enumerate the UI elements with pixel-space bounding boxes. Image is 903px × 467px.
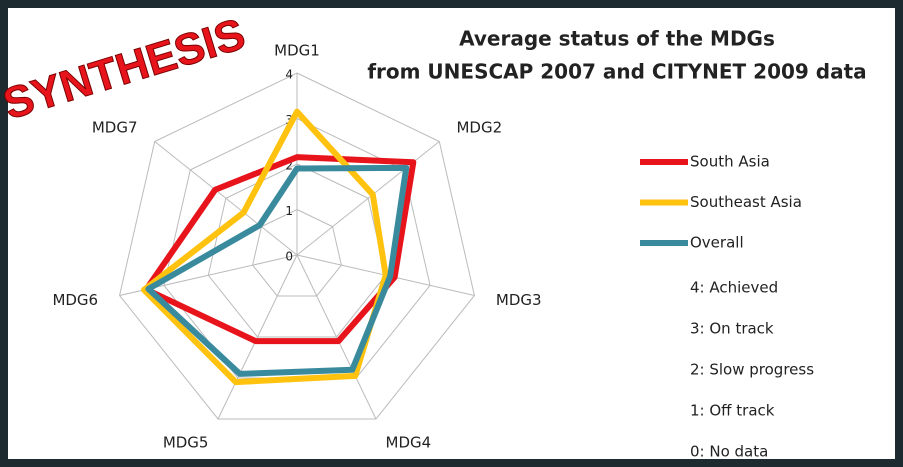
grid-ring	[252, 208, 342, 297]
r-tick-label: 4	[285, 68, 293, 82]
series-line	[140, 108, 389, 386]
axis-spoke	[154, 141, 298, 256]
axis-label: MDG3	[496, 291, 542, 309]
r-tick-label: 0	[285, 250, 293, 264]
axis-label: MDG5	[163, 433, 209, 451]
r-tick-label: 1	[285, 204, 293, 218]
legend-label: Southeast Asia	[690, 193, 802, 211]
legend-note: 0: No data	[690, 443, 768, 461]
legend-note: 3: On track	[690, 320, 774, 338]
axis-label: MDG1	[274, 42, 320, 60]
axis-spoke	[217, 254, 298, 420]
chart-title: from UNESCAP 2007 and CITYNET 2009 data	[367, 60, 866, 84]
r-tick-label: 2	[285, 159, 293, 173]
axis-label: MDG6	[52, 291, 98, 309]
panel	[8, 8, 895, 459]
grid-ring	[119, 72, 475, 420]
legend-note: 4: Achieved	[690, 279, 778, 297]
series-line	[145, 164, 410, 377]
series-line	[143, 154, 417, 345]
legend-label: South Asia	[690, 153, 770, 171]
chart-title: Average status of the MDGs	[459, 27, 775, 51]
axis-label: MDG2	[456, 118, 502, 136]
axis-label: MDG4	[386, 433, 432, 451]
legend-label: Overall	[690, 234, 744, 252]
axis-spoke	[296, 254, 377, 420]
legend-note: 1: Off track	[690, 402, 775, 420]
grid-ring	[207, 163, 387, 338]
r-tick-label: 3	[285, 113, 293, 127]
axis-label: MDG7	[92, 118, 138, 136]
legend-note: 2: Slow progress	[690, 361, 814, 379]
